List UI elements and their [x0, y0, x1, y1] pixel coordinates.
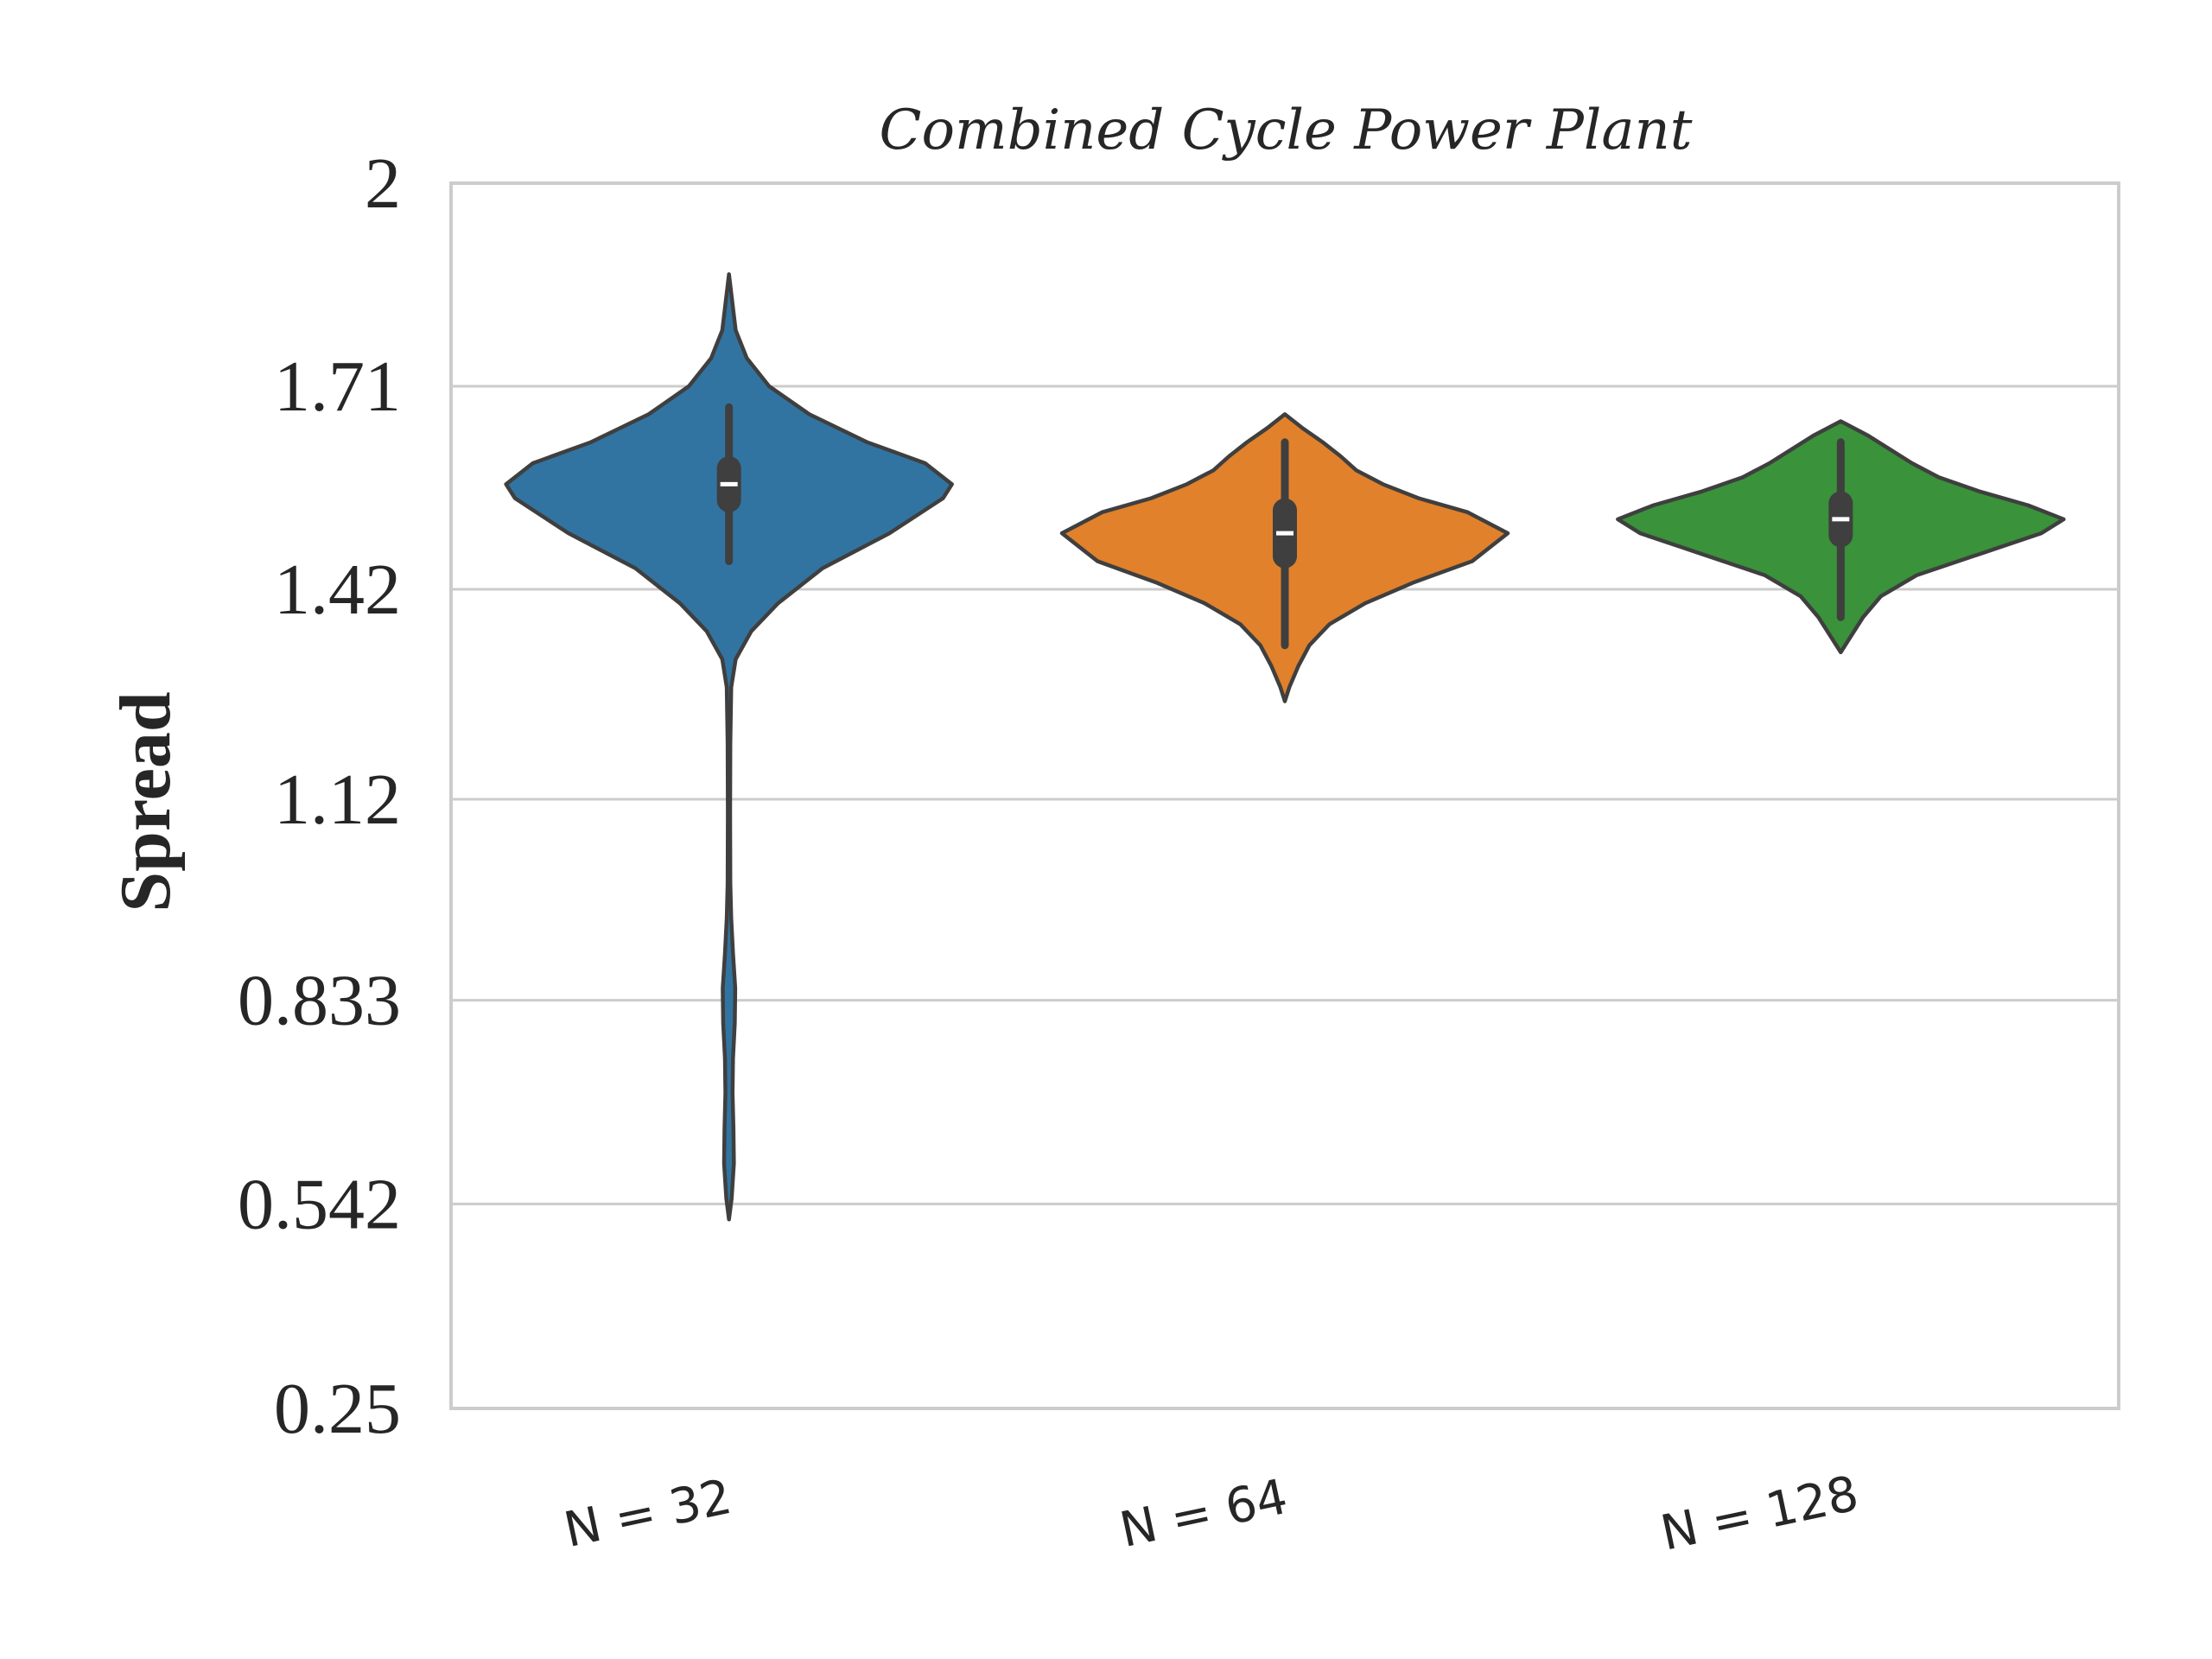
- y-tick-label: 2: [365, 143, 401, 224]
- chart-title: Combined Cycle Power Plant: [880, 99, 1693, 162]
- violin-body: [504, 272, 954, 1222]
- y-tick-label: 0.833: [238, 961, 401, 1041]
- plot-frame: [449, 181, 2120, 1410]
- violin-layer: [504, 272, 2066, 1222]
- y-tick-label: 1.42: [274, 550, 401, 630]
- y-tick-label: 0.25: [274, 1369, 401, 1449]
- y-tick-label: 1.12: [274, 760, 401, 840]
- y-tick-label: 1.71: [274, 346, 401, 427]
- y-tick-labels: 0.25 0.542 0.833 1.12 1.42 1.71 2: [238, 143, 401, 1449]
- y-axis-label: Spread: [105, 691, 186, 912]
- y-tick-label: 0.542: [238, 1164, 401, 1244]
